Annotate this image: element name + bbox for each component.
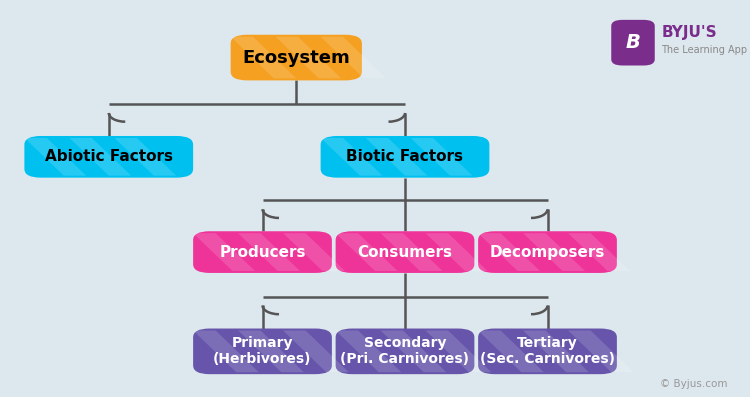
FancyBboxPatch shape — [193, 231, 332, 273]
Polygon shape — [321, 37, 386, 79]
FancyBboxPatch shape — [611, 20, 655, 66]
Text: The Learning App: The Learning App — [662, 44, 748, 55]
Polygon shape — [231, 37, 296, 79]
FancyBboxPatch shape — [231, 35, 362, 80]
Text: B: B — [626, 33, 640, 52]
Polygon shape — [336, 233, 398, 271]
Polygon shape — [524, 330, 589, 372]
Text: Primary
(Herbivores): Primary (Herbivores) — [213, 336, 312, 366]
Polygon shape — [568, 233, 630, 271]
Text: Biotic Factors: Biotic Factors — [346, 149, 464, 164]
FancyBboxPatch shape — [478, 231, 616, 273]
Polygon shape — [568, 330, 634, 372]
Polygon shape — [276, 37, 341, 79]
FancyBboxPatch shape — [193, 329, 332, 374]
Polygon shape — [283, 233, 345, 271]
Polygon shape — [524, 233, 585, 271]
Polygon shape — [114, 138, 176, 175]
FancyBboxPatch shape — [336, 231, 475, 273]
Polygon shape — [193, 233, 255, 271]
Polygon shape — [238, 233, 300, 271]
Polygon shape — [336, 330, 401, 372]
Text: Decomposers: Decomposers — [490, 245, 605, 260]
Text: © Byjus.com: © Byjus.com — [660, 379, 728, 389]
Polygon shape — [426, 233, 488, 271]
Polygon shape — [366, 138, 428, 175]
Text: Secondary
(Pri. Carnivores): Secondary (Pri. Carnivores) — [340, 336, 470, 366]
Polygon shape — [426, 330, 491, 372]
Text: Ecosystem: Ecosystem — [242, 48, 350, 67]
FancyBboxPatch shape — [478, 329, 616, 374]
Text: Abiotic Factors: Abiotic Factors — [45, 149, 172, 164]
Polygon shape — [24, 138, 86, 175]
FancyBboxPatch shape — [336, 329, 475, 374]
FancyBboxPatch shape — [24, 136, 194, 178]
Polygon shape — [411, 138, 472, 175]
Polygon shape — [238, 330, 304, 372]
Polygon shape — [69, 138, 131, 175]
Polygon shape — [478, 233, 540, 271]
Polygon shape — [283, 330, 349, 372]
Polygon shape — [321, 138, 382, 175]
Polygon shape — [381, 330, 446, 372]
Polygon shape — [381, 233, 442, 271]
Polygon shape — [478, 330, 544, 372]
Text: Consumers: Consumers — [358, 245, 452, 260]
Text: Tertiary
(Sec. Carnivores): Tertiary (Sec. Carnivores) — [480, 336, 615, 366]
Text: Producers: Producers — [219, 245, 306, 260]
Text: BYJU'S: BYJU'S — [662, 25, 717, 40]
Polygon shape — [193, 330, 259, 372]
FancyBboxPatch shape — [321, 136, 490, 178]
